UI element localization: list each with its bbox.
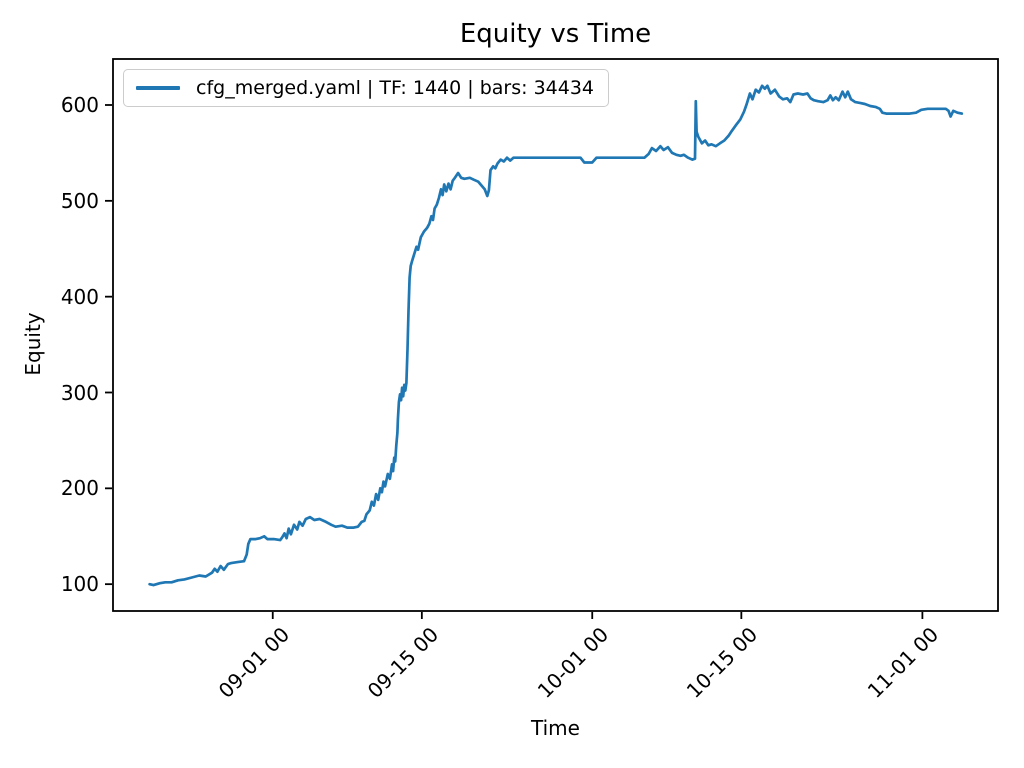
y-tick-label: 200 — [60, 476, 99, 501]
y-tick-label: 300 — [60, 380, 99, 405]
y-axis-label: Equity — [21, 312, 45, 376]
equity-line — [148, 84, 964, 587]
plot-border — [112, 58, 999, 612]
legend-box: cfg_merged.yaml | TF: 1440 | bars: 34434 — [123, 69, 610, 107]
legend-line-sample-icon — [136, 86, 180, 90]
tick-marks — [105, 104, 924, 619]
y-tick-label: 500 — [60, 188, 99, 213]
legend-label: cfg_merged.yaml | TF: 1440 | bars: 34434 — [196, 77, 595, 99]
x-axis-label: Time — [531, 716, 580, 740]
y-tick-label: 600 — [60, 93, 99, 117]
y-tick-label: 100 — [60, 572, 99, 597]
y-tick-label: 400 — [60, 284, 99, 309]
chart-title: Equity vs Time — [459, 19, 652, 49]
